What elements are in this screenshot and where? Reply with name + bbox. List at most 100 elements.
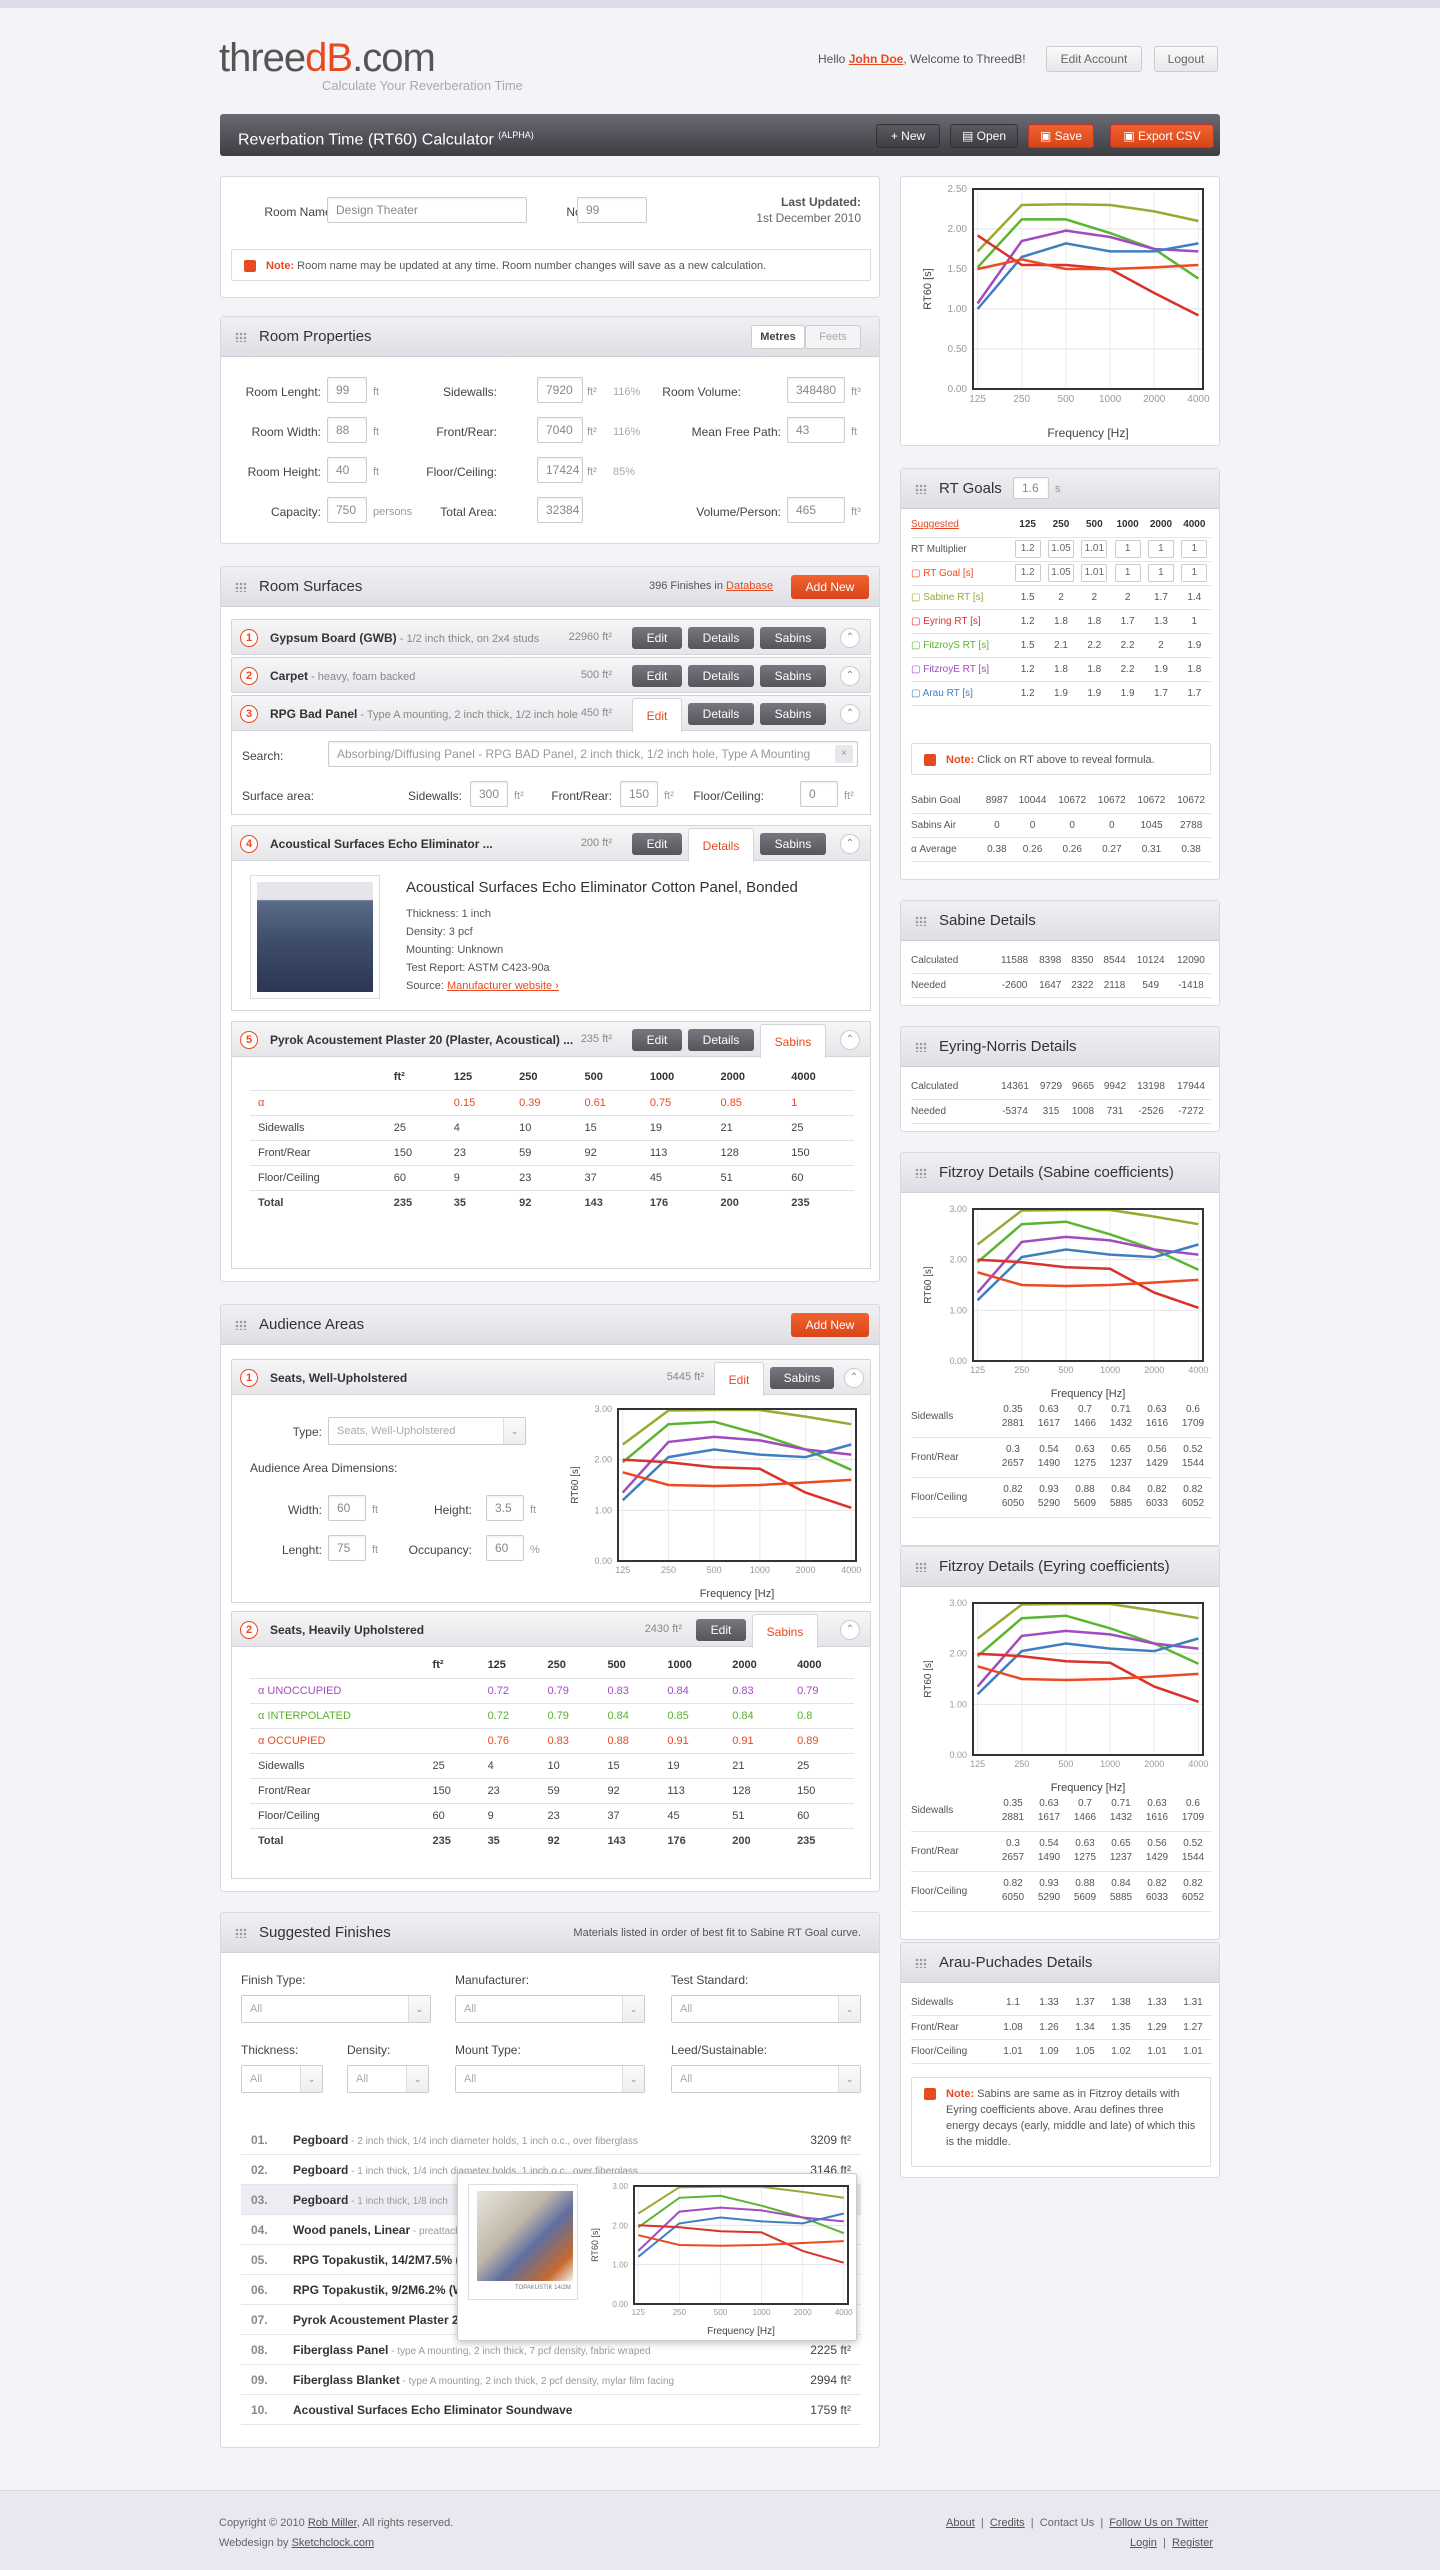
multiplier-input[interactable]: 1.2: [1010, 537, 1045, 562]
surface-row[interactable]: 1 Gypsum Board (GWB) - 1/2 inch thick, o…: [231, 619, 871, 655]
surface-row[interactable]: 4 Acoustical Surfaces Echo Eliminator ..…: [231, 825, 871, 862]
finish-type-select[interactable]: All ⌄: [241, 1995, 431, 2023]
collapse-icon[interactable]: ⌃: [840, 834, 860, 854]
suggested-link[interactable]: Suggested: [911, 513, 1011, 538]
add-audience-button[interactable]: Add New: [791, 1313, 869, 1337]
suggested-item[interactable]: 09. Fiberglass Blanket - type A mounting,…: [241, 2365, 861, 2395]
edit-button[interactable]: Edit: [696, 1619, 746, 1641]
room-name-input[interactable]: Design Theater: [327, 197, 527, 223]
rt-goal-input[interactable]: 1.6: [1013, 477, 1049, 499]
volume-per-person-input[interactable]: 465: [787, 497, 845, 523]
logo[interactable]: threedB.com: [219, 36, 436, 80]
surface-frontrear-input[interactable]: 150: [620, 781, 658, 807]
sabins-button[interactable]: Sabins: [760, 665, 826, 687]
drag-handle-icon[interactable]: [915, 916, 927, 926]
surface-floorceil-input[interactable]: 0: [800, 781, 838, 807]
sabins-button[interactable]: Sabins: [760, 627, 826, 649]
details-button[interactable]: Details: [688, 1029, 754, 1051]
frontrear-input[interactable]: 7040: [537, 417, 583, 443]
drag-handle-icon[interactable]: [235, 332, 247, 342]
expand-icon[interactable]: ⌃: [840, 628, 860, 648]
goal-input[interactable]: 1.01: [1077, 561, 1111, 586]
collapse-icon[interactable]: ⌃: [840, 1620, 860, 1640]
row-label[interactable]: ▢ FitzroyS RT [s]: [911, 633, 1011, 658]
edit-button[interactable]: Edit: [632, 627, 682, 649]
collapse-icon[interactable]: ⌃: [840, 1030, 860, 1050]
author-link[interactable]: Rob Miller: [307, 2517, 357, 2529]
goal-input[interactable]: 1: [1144, 561, 1178, 586]
export-csv-button[interactable]: ▣ Export CSV: [1110, 124, 1214, 148]
sidewalls-input[interactable]: 7920: [537, 377, 583, 403]
row-label[interactable]: ▢ Arau RT [s]: [911, 681, 1011, 706]
mean-free-path-input[interactable]: 43: [787, 417, 845, 443]
surface-row[interactable]: 3 RPG Bad Panel - Type A mounting, 2 inc…: [231, 695, 871, 732]
credits-link[interactable]: Credits: [989, 2517, 1025, 2529]
test-standard-select[interactable]: All ⌄: [671, 1995, 861, 2023]
goal-input[interactable]: 1.05: [1044, 561, 1078, 586]
open-button[interactable]: ▤ Open: [950, 124, 1018, 148]
surface-search-input[interactable]: Absorbing/Diffusing Panel - RPG BAD Pane…: [328, 741, 858, 767]
register-link[interactable]: Register: [1172, 2537, 1213, 2549]
suggested-item[interactable]: 08. Fiberglass Panel - type A mounting, 2…: [241, 2335, 861, 2365]
drag-handle-icon[interactable]: [915, 1042, 927, 1052]
unit-feets-toggle[interactable]: Feets: [805, 325, 861, 349]
surface-sidewalls-input[interactable]: 300: [470, 781, 508, 807]
sabins-tab-active[interactable]: Sabins: [760, 1024, 826, 1058]
contact-link[interactable]: Contact Us: [1039, 2517, 1095, 2529]
row-label[interactable]: ▢ Sabine RT [s]: [911, 585, 1011, 610]
drag-handle-icon[interactable]: [235, 1928, 247, 1938]
room-height-input[interactable]: 40: [327, 457, 367, 483]
save-button[interactable]: ▣ Save: [1028, 124, 1094, 148]
edit-button[interactable]: Edit: [632, 1029, 682, 1051]
room-volume-input[interactable]: 348480: [787, 377, 845, 403]
goal-input[interactable]: 1: [1110, 561, 1145, 586]
details-button[interactable]: Details: [688, 627, 754, 649]
goal-input[interactable]: 1: [1177, 561, 1211, 586]
sabins-button[interactable]: Sabins: [760, 833, 826, 855]
drag-handle-icon[interactable]: [915, 484, 927, 494]
details-tab-active[interactable]: Details: [688, 828, 754, 862]
rt-row[interactable]: ▢ FitzroyE RT [s] 1.2 1.8 1.8 2.2 1.9 1.8: [911, 657, 1211, 682]
collapse-icon[interactable]: ⌃: [840, 704, 860, 724]
audience-type-select[interactable]: Seats, Well-Upholstered ⌄: [328, 1417, 526, 1445]
details-button[interactable]: Details: [688, 665, 754, 687]
details-button[interactable]: Details: [688, 703, 754, 725]
drag-handle-icon[interactable]: [915, 1168, 927, 1178]
multiplier-input[interactable]: 1.05: [1044, 537, 1078, 562]
rt-row[interactable]: ▢ Eyring RT [s] 1.2 1.8 1.8 1.7 1.3 1: [911, 609, 1211, 634]
twitter-link[interactable]: Follow Us on Twitter: [1109, 2517, 1209, 2529]
logout-button[interactable]: Logout: [1154, 46, 1218, 72]
edit-tab-active[interactable]: Edit: [714, 1362, 764, 1396]
room-length-input[interactable]: 99: [327, 377, 367, 403]
sabins-tab-active[interactable]: Sabins: [752, 1614, 818, 1648]
drag-handle-icon[interactable]: [235, 1320, 247, 1330]
user-link[interactable]: John Doe: [848, 52, 904, 66]
multiplier-input[interactable]: 1: [1110, 537, 1145, 562]
sabins-button[interactable]: Sabins: [770, 1367, 834, 1389]
drag-handle-icon[interactable]: [915, 1958, 927, 1968]
surface-row[interactable]: 5 Pyrok Acoustement Plaster 20 (Plaster,…: [231, 1021, 871, 1058]
total-area-input[interactable]: 32384: [537, 497, 583, 523]
add-surface-button[interactable]: Add New: [791, 575, 869, 599]
multiplier-input[interactable]: 1: [1144, 537, 1178, 562]
clear-icon[interactable]: ×: [835, 745, 853, 763]
leed-select[interactable]: All ⌄: [671, 2065, 861, 2093]
edit-account-button[interactable]: Edit Account: [1046, 46, 1142, 72]
unit-metres-toggle[interactable]: Metres: [751, 325, 805, 349]
audience-length-input[interactable]: 75: [328, 1535, 366, 1561]
sabins-button[interactable]: Sabins: [760, 703, 826, 725]
density-select[interactable]: All ⌄: [347, 2065, 429, 2093]
surface-row[interactable]: 2 Carpet - heavy, foam backed 500 ft² Ed…: [231, 657, 871, 693]
room-width-input[interactable]: 88: [327, 417, 367, 443]
audience-occupancy-input[interactable]: 60: [486, 1535, 524, 1561]
designer-link[interactable]: Sketchclock.com: [291, 2537, 375, 2549]
room-no-input[interactable]: 99: [577, 197, 647, 223]
manufacturer-select[interactable]: All ⌄: [455, 1995, 645, 2023]
rt-row[interactable]: ▢ FitzroyS RT [s] 1.5 2.1 2.2 2.2 2 1.9: [911, 633, 1211, 658]
rt-row[interactable]: ▢ Sabine RT [s] 1.5 2 2 2 1.7 1.4: [911, 585, 1211, 610]
multiplier-input[interactable]: 1: [1177, 537, 1211, 562]
rt-row[interactable]: ▢ Arau RT [s] 1.2 1.9 1.9 1.9 1.7 1.7: [911, 681, 1211, 706]
collapse-icon[interactable]: ⌃: [844, 1368, 864, 1388]
row-label[interactable]: ▢ Eyring RT [s]: [911, 609, 1011, 634]
drag-handle-icon[interactable]: [915, 1562, 927, 1572]
